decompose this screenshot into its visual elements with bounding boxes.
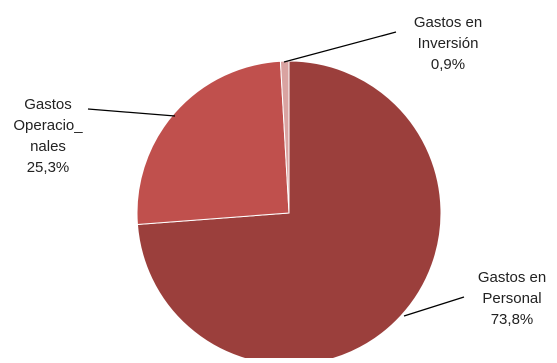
slice-label-line-2-1: Inversión [418, 35, 479, 52]
slice-value-0: 73,8% [491, 311, 534, 328]
slice-label-line-1-1: Operacio_ [13, 117, 83, 134]
slice-label-line-1-2: nales [30, 138, 66, 155]
slice-value-1: 25,3% [27, 159, 70, 176]
slice-label-line-0-1: Personal [482, 290, 541, 307]
leader-line-2 [283, 31, 397, 63]
slice-label-2: Gastos en Inversión 0,9% [414, 14, 482, 73]
pie-slices [136, 60, 442, 363]
slice-label-line-2-0: Gastos en [414, 14, 482, 31]
slice-label-line-1-0: Gastos [24, 96, 72, 113]
slice-label-0: Gastos en Personal 73,8% [478, 269, 546, 328]
slice-label-line-0-0: Gastos en [478, 269, 546, 286]
slice-label-1: Gastos Operacio_nales 25,3% [13, 96, 83, 176]
pie-slice-1 [136, 60, 290, 225]
leader-line-0 [403, 296, 465, 317]
leader-line-1 [87, 108, 176, 117]
slice-value-2: 0,9% [431, 56, 465, 73]
